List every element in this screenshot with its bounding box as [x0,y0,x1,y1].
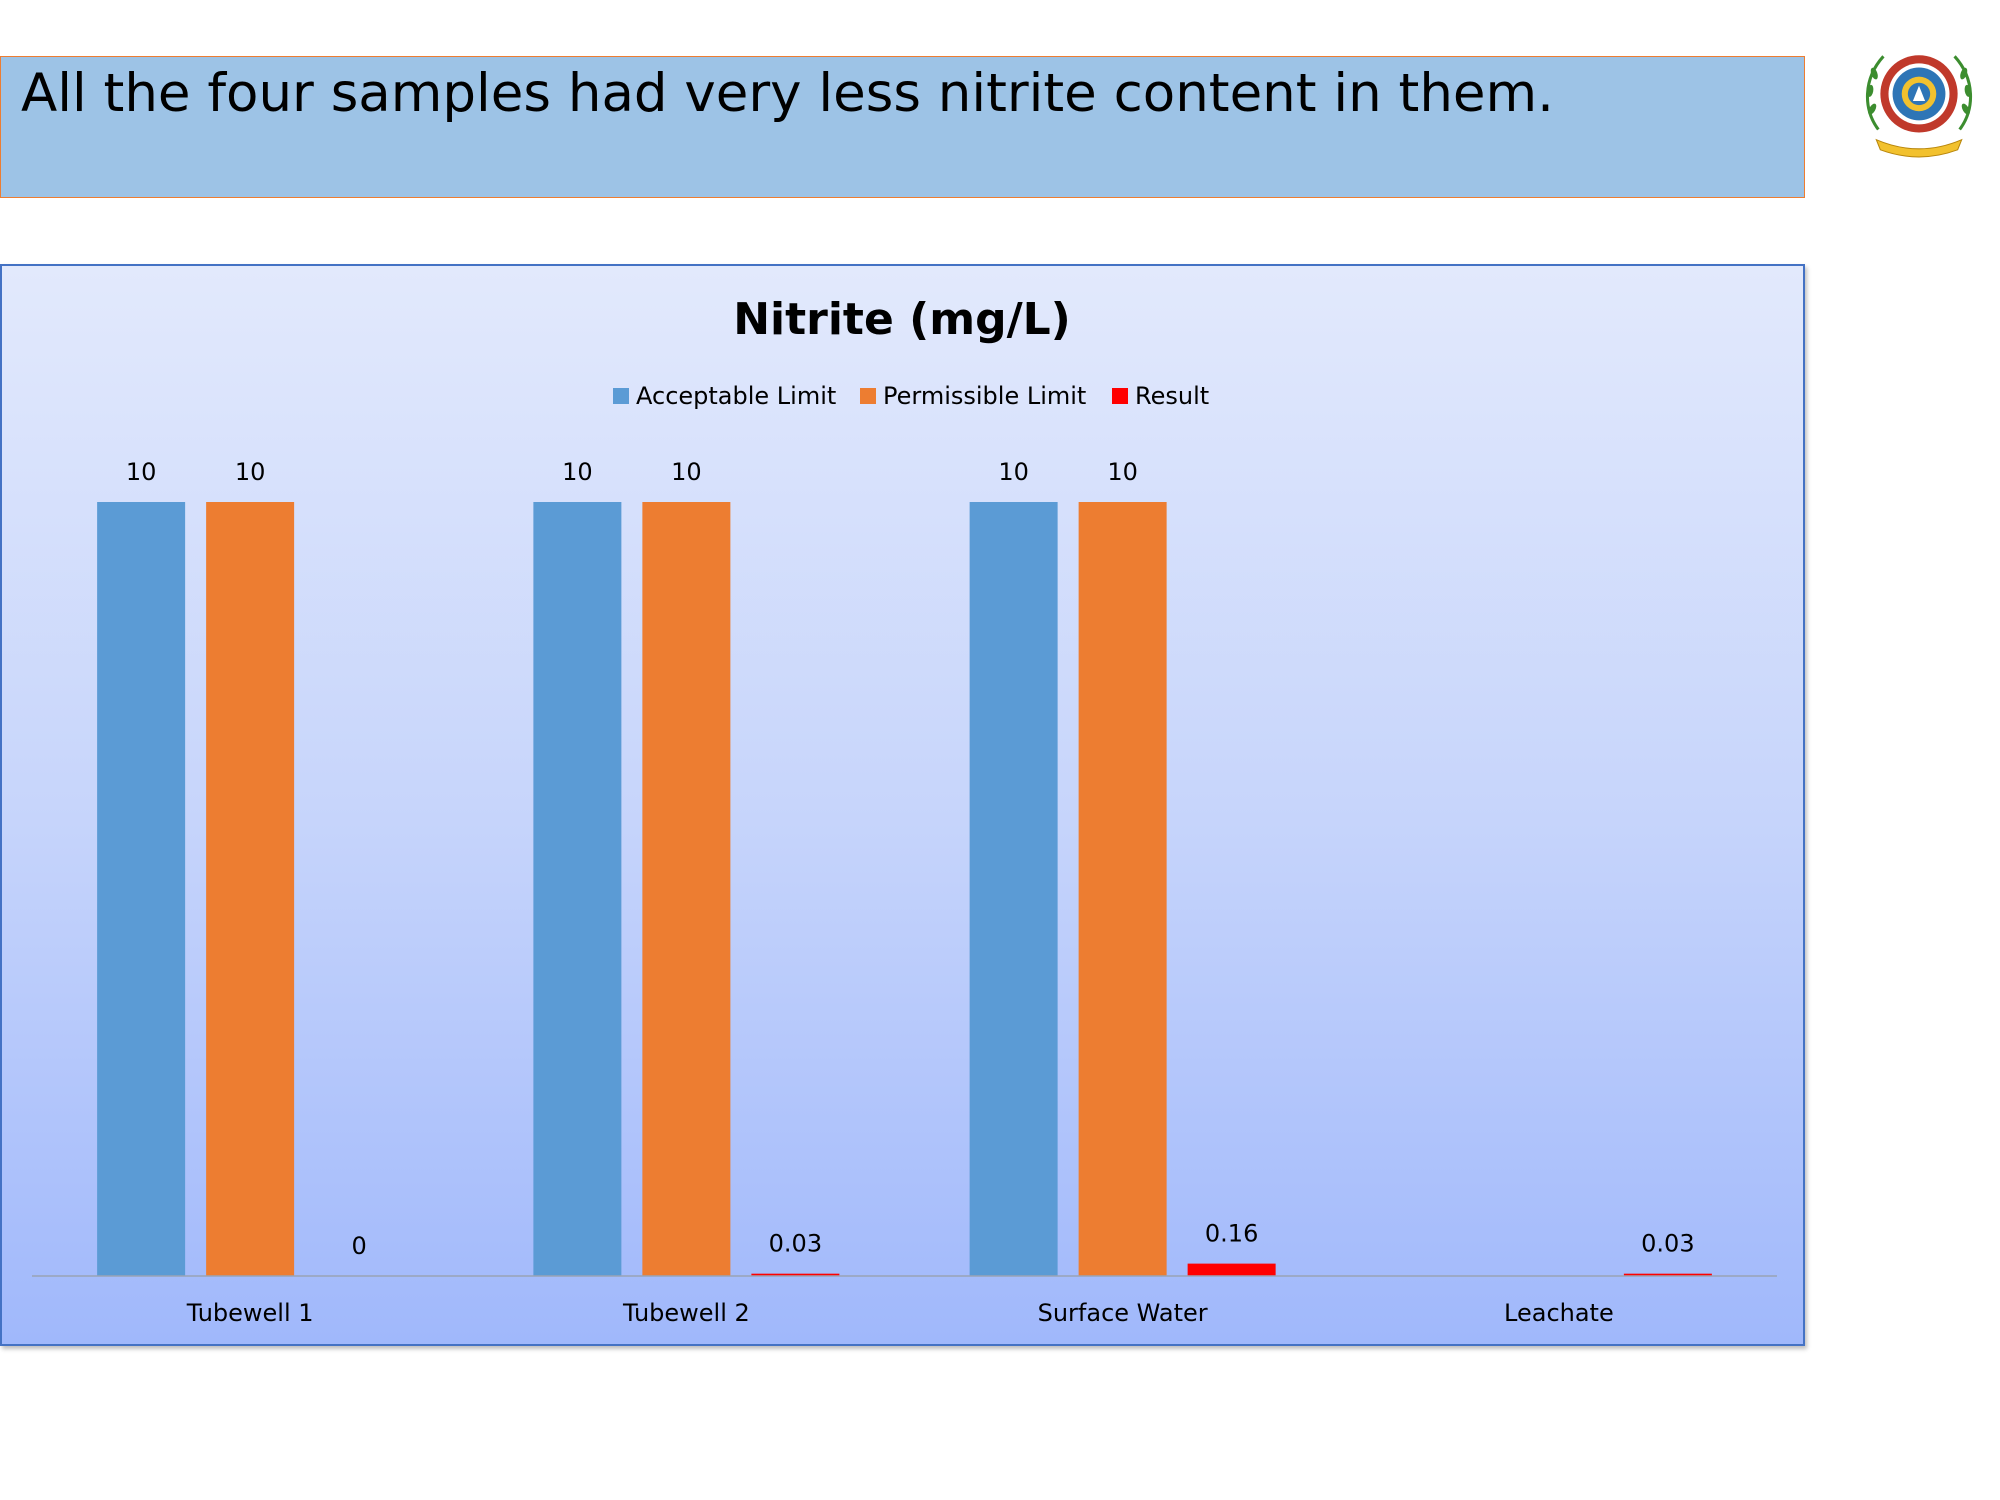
bar-result-tubewell-2 [751,1273,840,1276]
chart-container: Nitrite (mg/L) Acceptable Limit Permissi… [0,264,1805,1346]
data-label-permissible-limit-tubewell-2: 10 [671,458,702,486]
data-label-acceptable-limit-tubewell-2: 10 [562,458,593,486]
bar-acceptable-limit-surface-water [969,502,1058,1276]
legend-swatch-acceptable-limit [613,388,629,404]
heading-banner: All the four samples had very less nitri… [0,56,1805,198]
x-tick-label-surface-water: Surface Water [1038,1299,1208,1327]
chart-legend: Acceptable Limit Permissible Limit Resul… [613,382,1209,410]
data-label-permissible-limit-tubewell-1: 10 [235,458,266,486]
legend-swatch-result [1112,388,1128,404]
chart-bars: 10 10 0 10 10 0.03 10 10 0.16 0.03 [97,458,1712,1276]
data-label-result-tubewell-2: 0.03 [769,1230,822,1258]
bar-acceptable-limit-tubewell-2 [533,502,622,1276]
bar-chart: Nitrite (mg/L) Acceptable Limit Permissi… [32,294,1777,1327]
x-tick-label-leachate: Leachate [1504,1299,1614,1327]
chart-title: Nitrite (mg/L) [733,294,1071,345]
data-label-acceptable-limit-surface-water: 10 [998,458,1029,486]
data-label-result-tubewell-1: 0 [351,1232,366,1260]
bar-result-leachate [1623,1273,1712,1276]
legend-label-acceptable-limit: Acceptable Limit [636,382,836,410]
x-tick-label-tubewell-2: Tubewell 2 [622,1299,750,1327]
bar-permissible-limit-tubewell-1 [206,502,295,1276]
legend-swatch-permissible-limit [860,388,876,404]
bar-result-surface-water [1187,1263,1276,1276]
bar-permissible-limit-surface-water [1078,502,1167,1276]
institution-emblem-icon [1866,55,1972,158]
x-tick-label-tubewell-1: Tubewell 1 [186,1299,314,1327]
legend-label-result: Result [1135,382,1209,410]
data-label-result-surface-water: 0.16 [1205,1220,1258,1248]
bar-permissible-limit-tubewell-2 [642,502,731,1276]
data-label-acceptable-limit-tubewell-1: 10 [126,458,157,486]
bar-acceptable-limit-tubewell-1 [97,502,186,1276]
data-label-result-leachate: 0.03 [1641,1230,1694,1258]
legend-label-permissible-limit: Permissible Limit [883,382,1086,410]
x-axis-categories: Tubewell 1 Tubewell 2 Surface Water Leachat… [186,1299,1614,1327]
data-label-permissible-limit-surface-water: 10 [1107,458,1138,486]
slide-heading: All the four samples had very less nitri… [21,63,1555,124]
